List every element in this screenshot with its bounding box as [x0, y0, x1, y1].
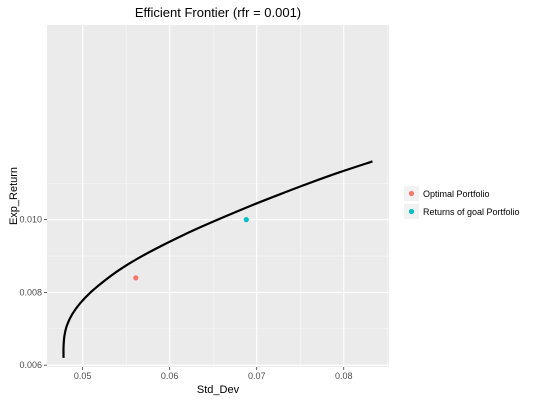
x-tick-label-2: 0.07 — [248, 371, 266, 381]
y-tick-label-2: 0.010 — [19, 215, 42, 225]
chart-title: Efficient Frontier (rfr = 0.001) — [135, 5, 301, 20]
y-tick-label-1: 0.008 — [19, 287, 42, 297]
y-tick-label-0: 0.006 — [19, 360, 42, 370]
x-tick-label-0: 0.05 — [74, 371, 92, 381]
legend-swatch-1 — [408, 208, 415, 215]
legend: Optimal Portfolio Returns of goal Portfol… — [404, 186, 520, 219]
grid-minor — [47, 25, 389, 367]
frontier-line — [62, 160, 373, 358]
point-optimal-portfolio — [133, 275, 139, 281]
x-tick-label-1: 0.06 — [161, 371, 179, 381]
point-goal-portfolio — [243, 217, 249, 223]
x-tick-label-3: 0.08 — [335, 371, 353, 381]
plot-panel — [47, 25, 389, 367]
x-axis-title: Std_Dev — [197, 384, 240, 396]
y-axis-title: Exp_Return — [8, 167, 20, 225]
y-axis-ticks: 0.006 0.008 0.010 — [19, 215, 47, 370]
x-axis-ticks: 0.05 0.06 0.07 0.08 — [74, 367, 353, 381]
legend-label-1: Returns of goal Portfolio — [423, 207, 520, 217]
legend-swatch-0 — [408, 190, 415, 197]
portfolio-points — [133, 217, 249, 281]
legend-label-0: Optimal Portfolio — [423, 189, 490, 199]
